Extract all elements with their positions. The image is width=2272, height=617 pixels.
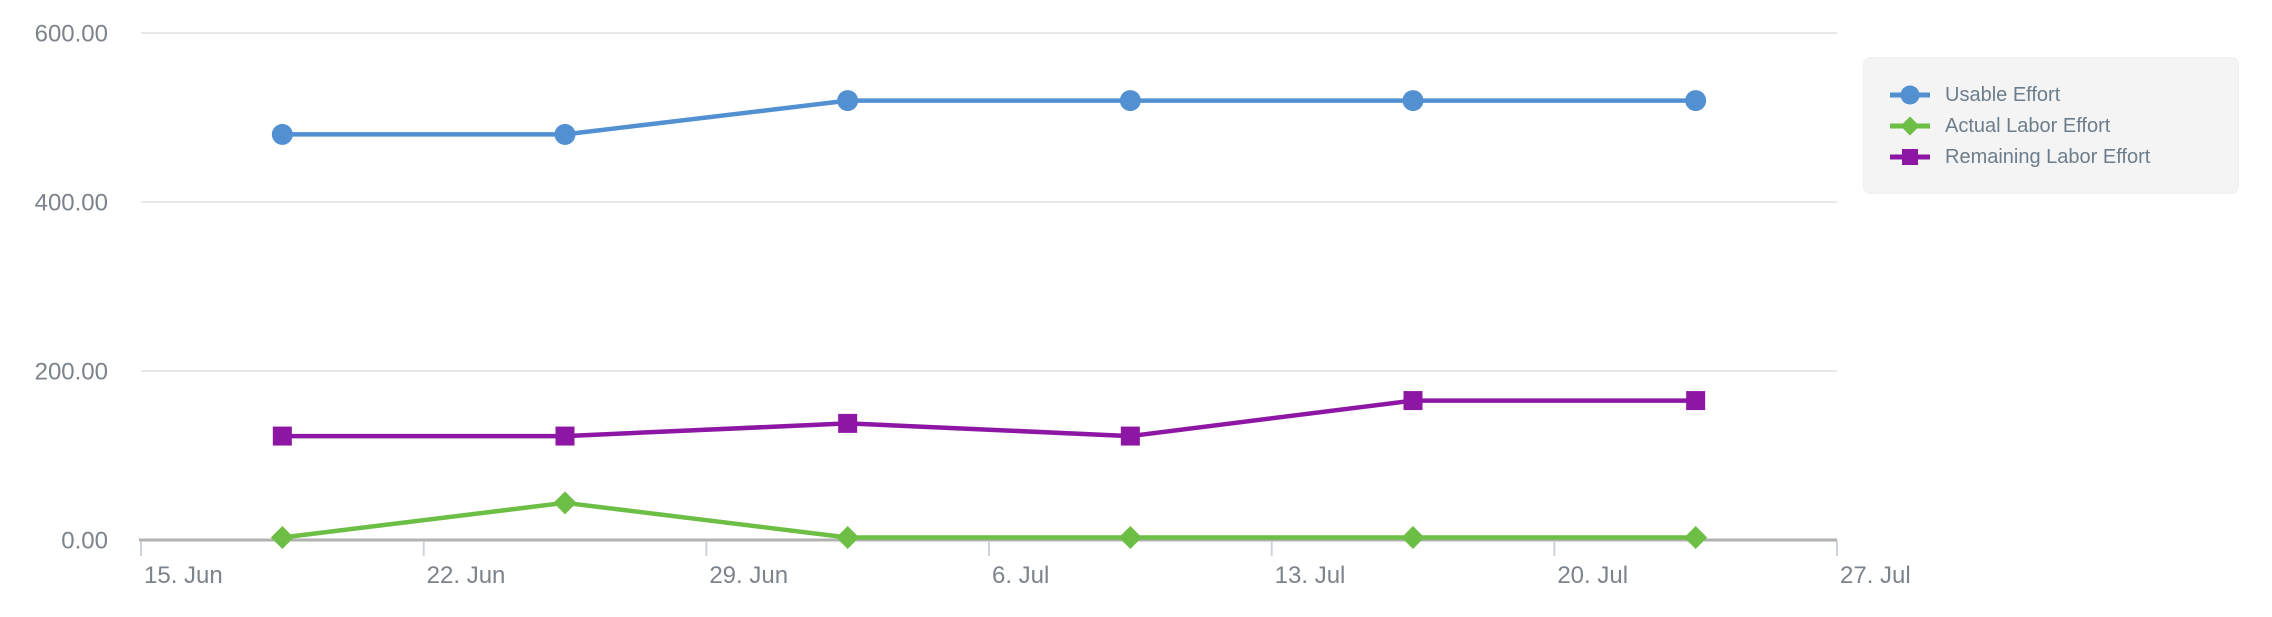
series-line-usable-effort <box>282 98 1696 137</box>
data-point-square[interactable] <box>1120 426 1140 446</box>
series-line-actual-labor-effort <box>282 500 1696 540</box>
data-point-square[interactable] <box>1403 391 1423 411</box>
x-tick-label: 6. Jul <box>992 562 1049 589</box>
data-point-circle[interactable] <box>837 90 859 112</box>
y-tick-label: 600.00 <box>35 21 108 48</box>
y-tick-label: 200.00 <box>35 359 108 386</box>
legend-diamond-icon <box>1890 116 1930 135</box>
series-actual-labor-effort[interactable] <box>270 491 1708 549</box>
data-point-diamond[interactable] <box>1684 525 1708 549</box>
x-tick-label: 20. Jul <box>1557 562 1628 589</box>
y-tick-label: 0.00 <box>61 528 108 555</box>
data-point-circle[interactable] <box>1685 90 1707 112</box>
x-tick-label: 13. Jul <box>1275 562 1346 589</box>
chart-legend: Usable Effort Actual Labor Effort Remainin… <box>1863 57 2239 194</box>
data-point-square[interactable] <box>272 426 292 446</box>
legend-item-actual-labor-effort[interactable]: Actual Labor Effort <box>1888 114 2238 138</box>
legend-square-icon <box>1890 148 1930 165</box>
legend-item-usable-effort[interactable]: Usable Effort <box>1888 83 2238 107</box>
data-point-diamond[interactable] <box>270 525 294 549</box>
data-point-circle[interactable] <box>554 123 576 145</box>
x-tick-label: 29. Jun <box>709 562 788 589</box>
data-point-diamond[interactable] <box>1401 525 1425 549</box>
series-usable-effort[interactable] <box>271 90 1707 145</box>
data-point-square[interactable] <box>838 413 858 433</box>
x-tick-label: 22. Jun <box>427 562 506 589</box>
legend-label: Actual Labor Effort <box>1945 114 2111 137</box>
y-tick-label: 400.00 <box>35 190 108 217</box>
data-point-square[interactable] <box>1686 391 1706 411</box>
x-tick-label: 27. Jul <box>1840 562 1911 589</box>
data-point-square[interactable] <box>555 426 575 446</box>
legend-circle-icon <box>1890 85 1930 104</box>
series-remaining-labor-effort[interactable] <box>272 391 1706 446</box>
data-point-circle[interactable] <box>271 123 293 145</box>
x-tick-label: 15. Jun <box>144 562 223 589</box>
series-line-remaining-labor-effort <box>282 398 1696 439</box>
data-point-diamond[interactable] <box>836 525 860 549</box>
data-point-diamond[interactable] <box>1118 525 1142 549</box>
data-point-diamond[interactable] <box>553 491 577 515</box>
legend-label: Usable Effort <box>1945 83 2061 106</box>
legend-label: Remaining Labor Effort <box>1945 145 2151 168</box>
data-point-circle[interactable] <box>1402 90 1424 112</box>
legend-item-remaining-labor-effort[interactable]: Remaining Labor Effort <box>1888 145 2238 169</box>
data-point-circle[interactable] <box>1119 90 1141 112</box>
